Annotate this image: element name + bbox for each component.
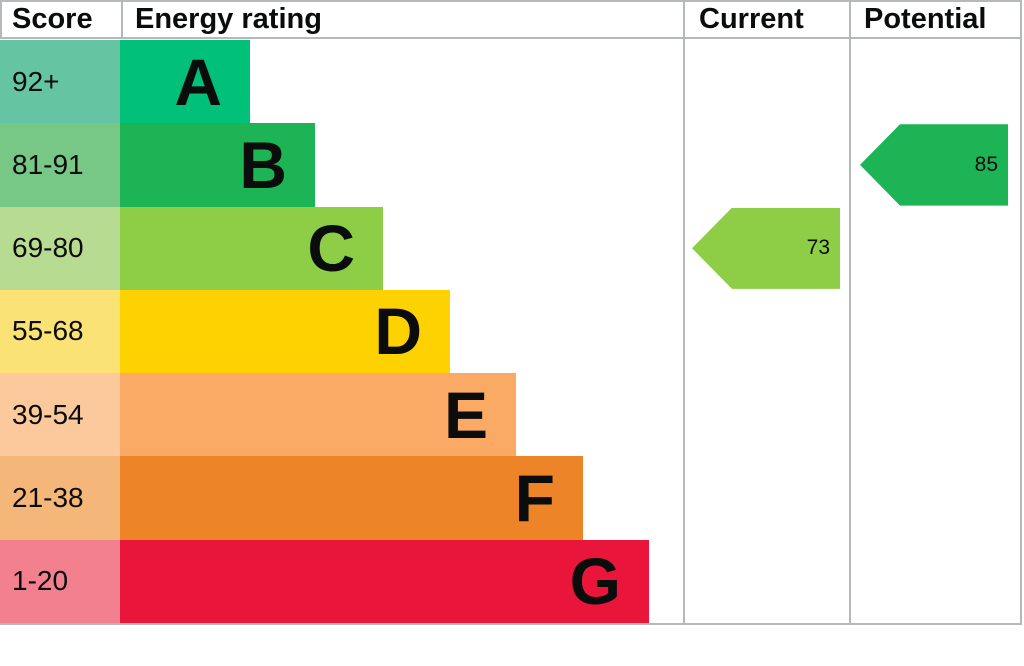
band-bar: A [120,40,250,124]
score-column-divider [121,0,123,38]
band-score-label: 92+ [12,65,60,97]
top-border-line [0,0,1022,2]
band-letter: E [443,377,488,452]
band-bar: D [120,289,450,374]
band-letter: F [514,461,555,536]
band-letter: D [374,294,422,369]
current-column-divider [683,0,685,624]
band-row-e: 39-54 E [0,373,1024,457]
potential-column-divider [849,0,851,624]
band-row-g: 1-20 G [0,539,1024,623]
band-bar: F [120,456,583,540]
band-letter: B [239,127,287,202]
bottom-border-line [0,623,1022,625]
band-score-cell: 92+ [0,40,120,124]
current-rating-value: 73 [806,236,830,260]
band-score-label: 1-20 [12,565,69,597]
band-bar: E [120,373,516,457]
band-row-d: 55-68 D [0,289,1024,374]
band-bar: G [120,539,649,623]
band-score-cell: 21-38 [0,456,120,540]
header-bottom-line [0,37,1022,39]
potential-rating-value: 85 [974,152,998,176]
current-column-header: Current [699,2,804,35]
band-bar: C [120,206,383,290]
band-score-cell: 1-20 [0,539,120,623]
band-row-c: 69-80 C [0,206,1024,290]
band-rows: 92+ A 81-91 B 69-80 C 55-68 D 39-54 E 21… [0,40,1024,623]
band-score-label: 55-68 [12,315,84,347]
band-score-cell: 39-54 [0,373,120,457]
band-score-label: 39-54 [12,398,84,430]
band-letter: A [174,44,222,119]
band-score-cell: 69-80 [0,206,120,290]
band-bar: B [120,123,315,207]
band-score-label: 81-91 [12,148,84,180]
band-score-label: 21-38 [12,482,84,514]
score-column-header: Score [12,2,93,35]
energy-rating-column-header: Energy rating [135,2,322,35]
header-left-border [0,0,2,38]
band-score-cell: 55-68 [0,289,120,374]
band-score-label: 69-80 [12,232,84,264]
band-row-f: 21-38 F [0,456,1024,540]
band-row-b: 81-91 B [0,123,1024,207]
band-letter: C [307,211,355,286]
band-letter: G [569,544,621,619]
band-score-cell: 81-91 [0,123,120,207]
potential-column-header: Potential [864,2,987,35]
right-border-line [1020,0,1022,624]
band-row-a: 92+ A [0,40,1024,124]
